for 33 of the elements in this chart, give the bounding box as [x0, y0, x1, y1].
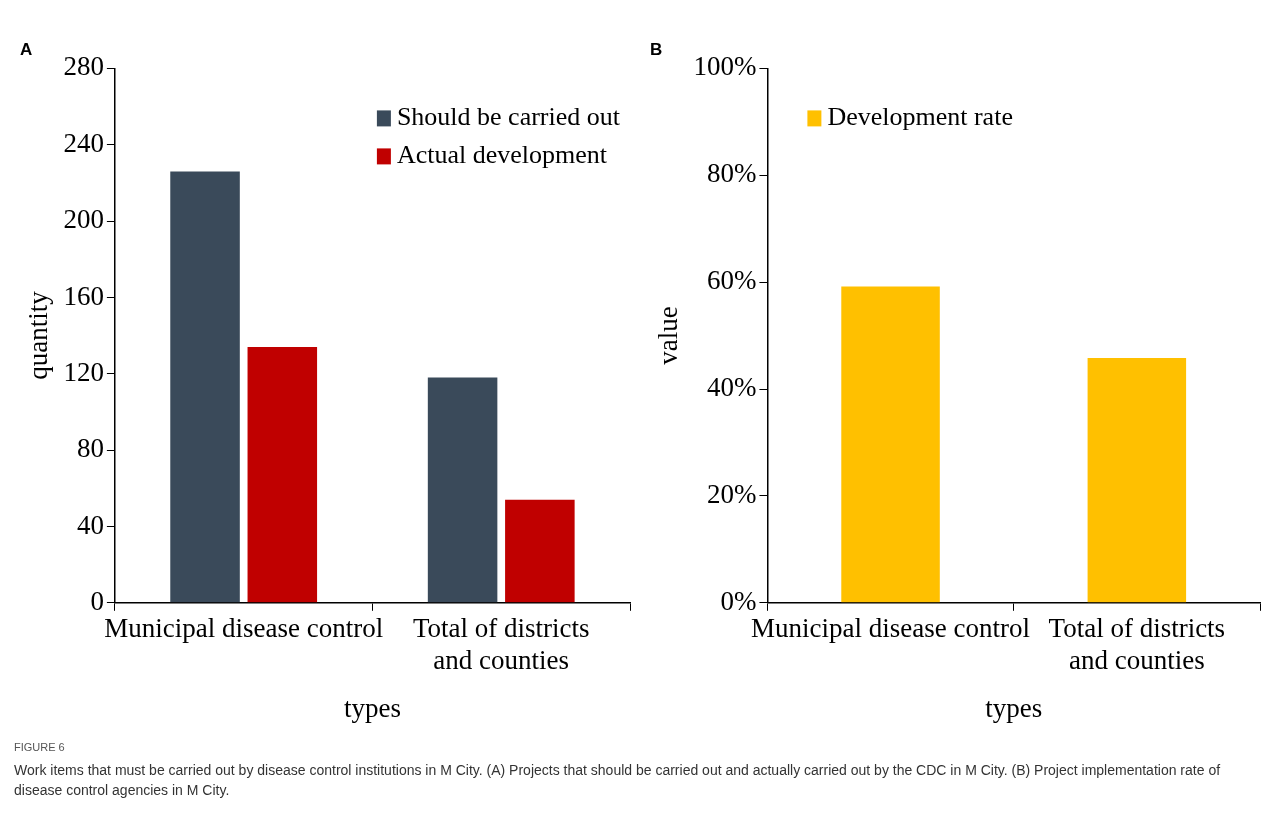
- bar: [247, 347, 318, 603]
- y-tick-label: 160: [63, 280, 104, 311]
- y-axis-title: value: [653, 306, 684, 365]
- chart-title: A: [20, 39, 33, 59]
- y-tick-label: 100%: [693, 51, 757, 82]
- text: Work items that must be carried out by disease control institutions in M City. (A) Projects that should be carried out and actually carried out by the CDC in M City. (B) Project implementation rate of disease control agencies in M City.: [14, 760, 1222, 801]
- y-tick-label: 40%: [706, 372, 757, 403]
- y-axis-title: quantity: [23, 290, 54, 380]
- bar: [505, 499, 575, 603]
- y-tick-label: 240: [63, 127, 104, 158]
- y-tick-label: 20%: [706, 479, 757, 510]
- y-tick-label: 80: [76, 433, 104, 464]
- x-axis-title: types: [343, 692, 401, 723]
- y-tick-label: 40: [76, 509, 104, 540]
- y-tick-label: 200: [63, 204, 104, 235]
- x-tick-label: Total of districts and counties: [412, 613, 590, 676]
- legend-label: Should be carried out: [396, 102, 621, 132]
- x-tick-label: Municipal disease control: [104, 613, 384, 644]
- y-tick-label: 0: [90, 585, 104, 616]
- x-tick-label: Total of districts and counties: [1048, 613, 1226, 676]
- x-axis-title: types: [985, 692, 1043, 723]
- legend-label: Actual development: [396, 140, 608, 170]
- caption: FIGURE 6: [14, 740, 66, 755]
- legend-label: Development rate: [827, 102, 1013, 132]
- y-tick-label: 60%: [706, 265, 757, 296]
- x-tick-label: Municipal disease control: [751, 613, 1031, 644]
- bar: [427, 377, 498, 603]
- y-tick-label: 0%: [720, 585, 757, 616]
- chart-title: B: [650, 39, 663, 59]
- y-tick-label: 120: [63, 356, 104, 387]
- bar: [170, 171, 240, 603]
- y-tick-label: 80%: [706, 158, 757, 189]
- y-tick-label: 280: [63, 51, 104, 82]
